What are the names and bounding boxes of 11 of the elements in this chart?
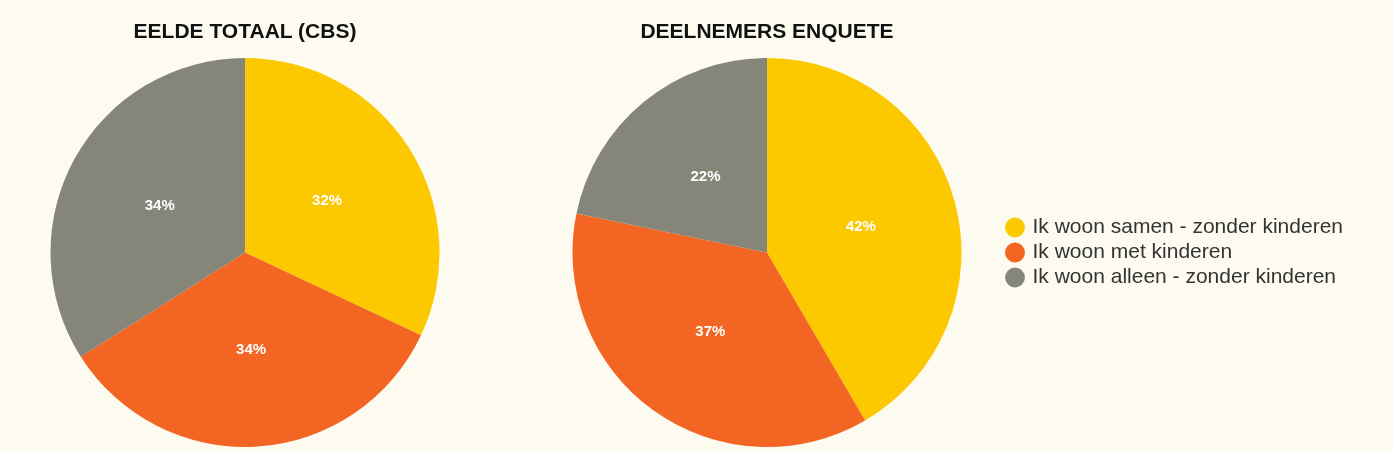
chart-title: DEELNEMERS ENQUETE bbox=[640, 18, 894, 42]
data-label: 32% bbox=[312, 190, 343, 208]
legend-label: Ik woon samen - zonder kinderen bbox=[1032, 214, 1343, 238]
legend-label: Ik woon met kinderen bbox=[1032, 239, 1233, 263]
data-label: 34% bbox=[236, 339, 267, 357]
data-label: 42% bbox=[845, 217, 876, 235]
data-label: 34% bbox=[144, 195, 175, 213]
data-label: 22% bbox=[690, 167, 721, 185]
legend-label: Ik woon alleen - zonder kinderen bbox=[1032, 264, 1337, 288]
chart-title: EELDE TOTAAL (CBS) bbox=[133, 18, 357, 42]
data-label: 37% bbox=[695, 321, 726, 339]
